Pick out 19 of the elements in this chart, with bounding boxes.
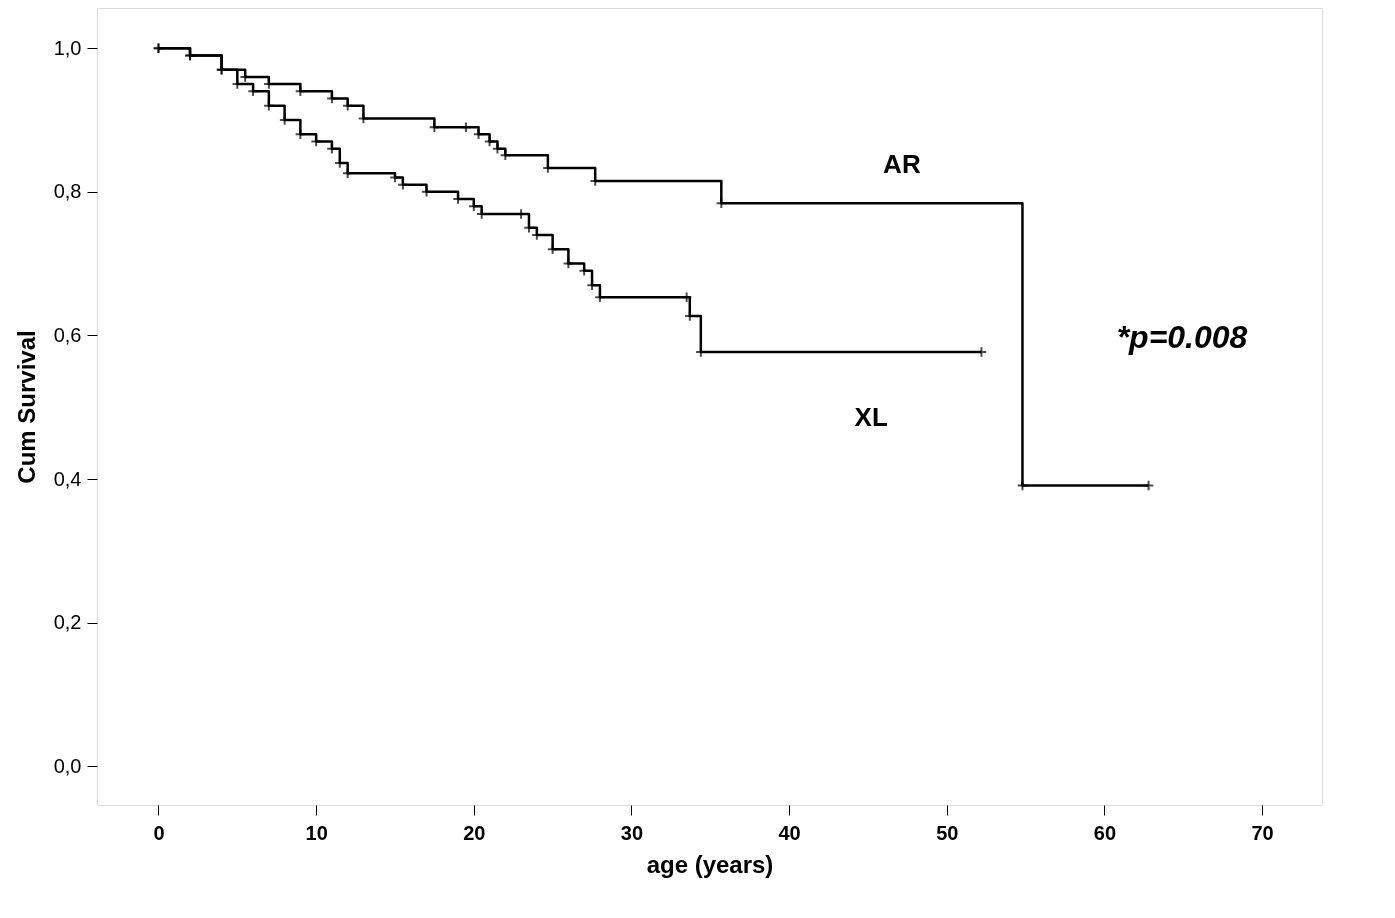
x-axis-title: age (years) [646,850,774,878]
x-tick-label: 70 [1251,821,1274,844]
y-tick-label: 0,2 [53,611,82,634]
x-tick-label: 60 [1093,821,1117,844]
series-label: AR [883,149,921,180]
x-tick-label: 20 [463,821,486,844]
x-tick-label: 40 [778,821,801,844]
x-tick-label: 50 [936,821,959,844]
y-tick-label: 0,0 [53,754,82,777]
annotation: *p=0.008 [1116,319,1248,355]
x-tick-label: 0 [153,821,165,844]
series-label: XL [854,401,888,432]
x-tick-label: 10 [305,821,328,844]
y-axis-title: Cum Survival [12,330,40,484]
y-tick-label: 0,4 [53,467,82,490]
x-tick-label: 30 [620,821,644,844]
y-tick-label: 0,8 [53,180,82,203]
y-tick-label: 1,0 [53,36,82,59]
y-tick-label: 0,6 [53,323,82,346]
